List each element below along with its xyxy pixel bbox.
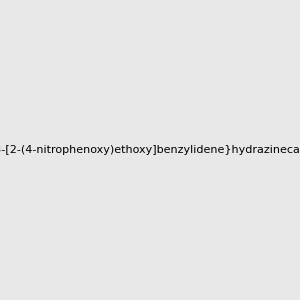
Text: N-benzyl-2-{3-[2-(4-nitrophenoxy)ethoxy]benzylidene}hydrazinecarbothioamide: N-benzyl-2-{3-[2-(4-nitrophenoxy)ethoxy]… — [0, 145, 300, 155]
